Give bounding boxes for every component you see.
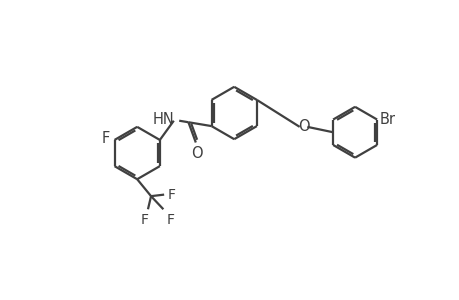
Text: F: F	[168, 188, 176, 202]
Text: F: F	[166, 213, 174, 227]
Text: Br: Br	[379, 112, 395, 127]
Text: F: F	[140, 213, 149, 227]
Text: HN: HN	[152, 112, 174, 128]
Text: F: F	[101, 131, 110, 146]
Text: O: O	[297, 119, 308, 134]
Text: O: O	[191, 146, 203, 160]
